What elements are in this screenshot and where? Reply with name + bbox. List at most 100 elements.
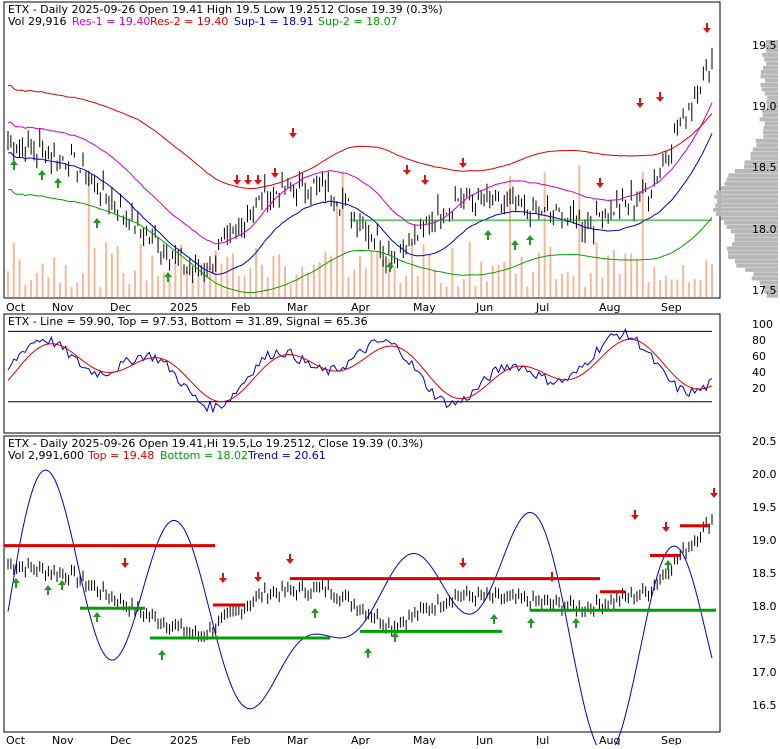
indicator-panel: ETX - Line = 59.90, Top = 97.53, Bottom … bbox=[3, 313, 773, 434]
volume-bar bbox=[24, 284, 27, 297]
volume-profile-bar bbox=[720, 186, 778, 191]
indicator-line bbox=[7, 328, 713, 414]
p3-ytick: 16.5 bbox=[752, 699, 777, 712]
volume-bar bbox=[457, 286, 460, 297]
sell-arrow bbox=[254, 175, 262, 185]
month-label: Aug bbox=[599, 301, 620, 314]
volume-bar bbox=[301, 266, 304, 297]
p3-ytick: 20.5 bbox=[752, 435, 777, 448]
month-label: Feb bbox=[231, 301, 250, 314]
volume-bar bbox=[584, 286, 587, 297]
month-label: Nov bbox=[52, 734, 74, 745]
trend-label: Trend = 20.61 bbox=[247, 449, 326, 462]
volume-profile-bar bbox=[734, 233, 778, 238]
green-support-line bbox=[7, 188, 713, 294]
volume-profile-bar bbox=[760, 70, 778, 75]
buy-arrow bbox=[311, 608, 319, 618]
volume-bar bbox=[653, 267, 656, 297]
sell-arrow bbox=[703, 23, 711, 33]
volume-bar bbox=[105, 242, 108, 297]
month-label: 2025 bbox=[170, 301, 198, 314]
volume-bar bbox=[53, 257, 56, 297]
volume-bar bbox=[555, 279, 558, 297]
volume-profile-bar bbox=[763, 130, 778, 135]
volume-bar bbox=[347, 276, 350, 297]
volume-bar bbox=[232, 253, 235, 297]
volume-bar bbox=[607, 255, 610, 297]
volume-bar bbox=[278, 254, 281, 297]
volume-profile-bar bbox=[734, 237, 778, 242]
p3-ytick: 17.5 bbox=[752, 633, 777, 646]
volume-profile-bar bbox=[760, 83, 778, 87]
volume-bar bbox=[376, 251, 379, 297]
volume-bar bbox=[428, 254, 431, 297]
month-label: Mar bbox=[287, 734, 308, 745]
buy-arrow bbox=[364, 648, 372, 658]
volume-profile-bar bbox=[728, 250, 778, 255]
month-label: Apr bbox=[351, 734, 371, 745]
volume-bar bbox=[647, 281, 650, 297]
volume-profile-bar bbox=[761, 87, 778, 92]
top-label: Top = 19.48 bbox=[87, 449, 154, 462]
volume-profile-bar bbox=[756, 143, 778, 148]
p2-ytick: 80 bbox=[752, 334, 766, 347]
volume-profile-bar bbox=[765, 44, 778, 49]
volume-bar bbox=[364, 268, 367, 297]
volume-profile-bar bbox=[717, 199, 778, 204]
volume-bar bbox=[133, 270, 136, 297]
volume-bar bbox=[699, 279, 702, 297]
p3-ytick: 19.5 bbox=[752, 501, 777, 514]
volume-label: Vol 29,916 bbox=[8, 15, 66, 28]
volume-bar bbox=[468, 242, 471, 297]
volume-profile-bar bbox=[715, 203, 778, 208]
volume-profile-bar bbox=[750, 151, 778, 156]
volume-profile-bar bbox=[759, 280, 778, 285]
volume-bar bbox=[572, 275, 575, 297]
volume-bar bbox=[249, 267, 252, 297]
volume-bar bbox=[635, 260, 638, 297]
volume-bar bbox=[589, 272, 592, 297]
volume-bar bbox=[70, 286, 73, 297]
volume-profile-bar bbox=[766, 293, 778, 298]
p3-ytick: 18.5 bbox=[752, 567, 777, 580]
volume-bar bbox=[480, 261, 483, 297]
p1-ytick: 17.5 bbox=[752, 284, 777, 297]
volume-profile-bar bbox=[750, 156, 778, 161]
buy-arrow bbox=[12, 578, 20, 588]
volume-bar bbox=[405, 276, 408, 297]
volume-bar bbox=[445, 286, 448, 297]
volume-bar bbox=[243, 275, 246, 297]
volume-bar bbox=[260, 264, 263, 297]
volume-bar bbox=[295, 274, 298, 297]
buy-arrow bbox=[526, 235, 534, 245]
volume-bar bbox=[272, 255, 275, 297]
volume-bar bbox=[578, 165, 581, 297]
blue-average-line bbox=[7, 133, 713, 275]
buy-arrow bbox=[44, 585, 52, 595]
volume-bar bbox=[601, 277, 604, 297]
volume-bar bbox=[12, 243, 15, 297]
volume-profile-bar bbox=[728, 173, 778, 178]
volume-profile-bar bbox=[730, 229, 778, 234]
volume-profile-bar bbox=[745, 267, 778, 272]
volume-bar bbox=[549, 246, 552, 297]
trend-volume-label: Vol 2,991,600 bbox=[8, 449, 84, 462]
volume-bar bbox=[307, 272, 310, 297]
month-label: Oct bbox=[6, 301, 26, 314]
sell-arrow bbox=[662, 522, 670, 532]
buy-arrow bbox=[572, 618, 580, 628]
volume-bar bbox=[128, 284, 131, 297]
trend-line bbox=[7, 469, 713, 749]
sell-arrow bbox=[636, 98, 644, 108]
volume-bar bbox=[122, 273, 125, 297]
month-label: Sep bbox=[661, 734, 682, 745]
p1-ytick: 19.5 bbox=[752, 39, 777, 52]
volume-bar bbox=[174, 263, 177, 297]
volume-bar bbox=[283, 266, 286, 297]
volume-bar bbox=[543, 172, 546, 297]
volume-bar bbox=[312, 264, 315, 297]
p2-ytick: 100 bbox=[752, 318, 773, 331]
month-label: Dec bbox=[110, 734, 131, 745]
month-label: Dec bbox=[110, 301, 131, 314]
sell-arrow bbox=[121, 558, 129, 568]
